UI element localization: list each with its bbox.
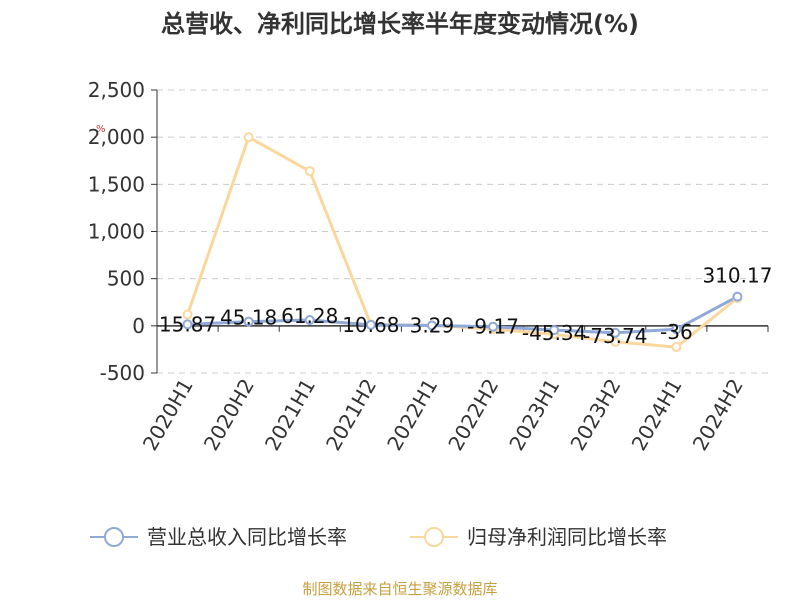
x-tick-label: 2020H1 [138, 375, 198, 455]
data-label: 15.87 [159, 312, 216, 336]
x-tick-labels: 2020H1 2020H2 2021H1 2021H2 2022H1 2022H2 2023… [138, 375, 748, 455]
data-point [488, 321, 499, 332]
data-label: 10.68 [342, 313, 399, 337]
x-tick-label: 2024H2 [688, 375, 748, 455]
data-point [304, 315, 315, 326]
data-point [243, 316, 254, 327]
data-point [610, 336, 621, 347]
x-tick-label: 2023H1 [504, 375, 564, 455]
x-tick-label: 2022H2 [443, 375, 503, 455]
x-tick-label: 2024H1 [627, 375, 687, 455]
series-lines [186, 135, 739, 349]
x-tick-label: 2022H1 [382, 375, 442, 455]
y-tick-labels: 2,500 2,000 1,500 1,000 500 0 -500 [88, 78, 145, 385]
data-label: 310.17 [702, 264, 772, 288]
data-point [671, 342, 682, 353]
y-tick-label: 1,000 [88, 220, 145, 244]
chart-title: 总营收、净利同比增长率半年度变动情况(%) [161, 10, 639, 38]
y-tick-label: 2,500 [88, 78, 145, 102]
data-labels: 15.87 45.18 61.28 10.68 3.29 -9.17 -45.34-73.7… [159, 264, 773, 348]
data-label: -45.34 [522, 321, 586, 345]
y-tick-label: -500 [100, 361, 145, 385]
data-point [304, 166, 315, 177]
x-tick-label: 2023H2 [565, 375, 625, 455]
data-label: -73.74 [583, 324, 647, 348]
data-point [182, 309, 193, 320]
data-point [365, 319, 376, 330]
legend-marker-revenue [104, 527, 124, 547]
legend-label-revenue: 营业总收入同比增长率 [147, 525, 347, 549]
data-point [243, 132, 254, 143]
data-point [610, 327, 621, 338]
data-point [182, 319, 193, 330]
data-point [426, 320, 437, 331]
x-tick-label: 2020H2 [199, 375, 259, 455]
data-label: 45.18 [220, 306, 277, 330]
series-points [182, 132, 743, 353]
data-point [671, 324, 682, 335]
legend[interactable]: 营业总收入同比增长率 归母净利润同比增长率 [90, 525, 667, 549]
y-tick-label: 2,000 [88, 125, 145, 149]
gridlines [157, 89, 768, 374]
legend-label-net-profit: 归母净利润同比增长率 [467, 525, 667, 549]
legend-item-revenue[interactable]: 营业总收入同比增长率 [90, 525, 347, 549]
source-note: 制图数据来自恒生聚源数据库 [302, 580, 497, 598]
series-line [187, 295, 739, 335]
data-point [549, 325, 560, 336]
y-tick-label: 500 [107, 267, 145, 291]
data-point [732, 291, 743, 302]
percent-marker: % [96, 124, 106, 135]
y-tick-label: 1,500 [88, 172, 145, 196]
legend-item-net-profit[interactable]: 归母净利润同比增长率 [410, 525, 667, 549]
data-label: -9.17 [467, 315, 519, 339]
data-label: -36 [660, 320, 693, 344]
data-label: 61.28 [281, 304, 338, 328]
x-tick-label: 2021H2 [321, 375, 381, 455]
x-tick-label: 2021H1 [260, 375, 320, 455]
data-label: 3.29 [410, 314, 455, 338]
legend-marker-net-profit [424, 527, 444, 547]
y-tick-label: 0 [132, 314, 145, 338]
